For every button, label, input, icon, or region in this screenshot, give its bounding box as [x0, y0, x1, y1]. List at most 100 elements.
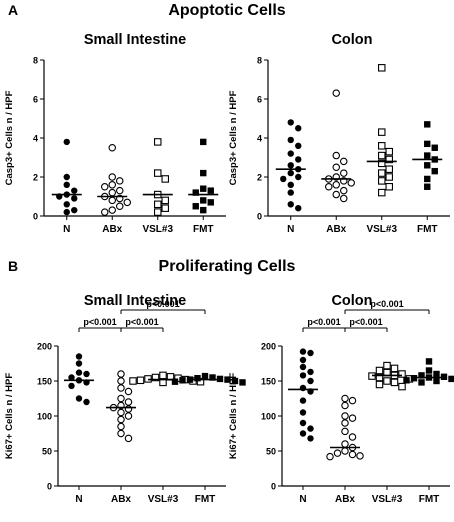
data-point-c3-s3-9	[433, 377, 440, 385]
data-point-c0-s3-7	[192, 203, 199, 210]
data-point-c2-s1-0	[117, 370, 125, 378]
data-point-c2-s0-2	[75, 369, 83, 376]
data-point-c2-s3-5	[224, 376, 231, 383]
data-point-c3-s1-11	[333, 449, 342, 457]
data-point-c3-s3-8	[403, 377, 410, 384]
data-point-c1-s0-0	[287, 119, 294, 126]
data-point-c3-s1-12	[348, 450, 357, 459]
y-tick-label-2-4: 200	[37, 342, 52, 352]
data-point-c0-s0-2	[63, 181, 70, 188]
chart-title-b1: Small Intestine	[83, 293, 187, 309]
data-point-c1-s1-12	[332, 190, 340, 199]
x-tick-label-0-0: N	[63, 224, 70, 235]
significance-label-2-2: p<0.001	[146, 299, 179, 309]
data-point-c1-s0-10	[280, 175, 287, 183]
data-point-c2-s0-1	[75, 360, 83, 367]
data-point-c1-s1-10	[324, 183, 333, 191]
data-point-c1-s2-10	[377, 177, 386, 185]
y-axis-label-1: Casp3+ Cells n / HPF	[228, 90, 239, 185]
y-axis-label-0: Casp3+ Cells n / HPF	[4, 90, 15, 185]
chart-1: 0 2 4 6 8 Casp3+ Cells n / HPF N ABx VSL#3 FMT	[228, 56, 450, 235]
data-point-c3-s0-9	[299, 397, 307, 404]
data-point-c2-s3-2	[194, 375, 201, 382]
y-tick-label-3-0: 0	[271, 482, 276, 492]
data-point-c1-s0-3	[295, 142, 302, 149]
data-point-c0-s1-5	[116, 186, 124, 195]
data-point-c3-s3-3	[418, 372, 425, 379]
x-tick-label-0-3: FMT	[193, 224, 214, 235]
data-point-c1-s1-8	[347, 179, 355, 187]
chart-2: 0 50 100 150 200 Ki67+ Cells n / HPF N ABx VSL#3…	[4, 299, 246, 505]
data-point-c0-s1-6	[108, 188, 117, 197]
y-tick-label-0-4: 8	[33, 56, 38, 66]
data-point-c1-s0-13	[287, 201, 294, 208]
y-tick-label-0-0: 0	[33, 212, 38, 222]
data-point-c1-s1-11	[339, 186, 348, 195]
data-point-c2-s3-0	[201, 372, 209, 380]
data-point-c2-s0-3	[83, 370, 90, 378]
data-point-c1-s0-1	[295, 125, 302, 132]
data-point-c3-s1-13	[356, 452, 364, 460]
data-point-c0-s0-9	[63, 208, 70, 216]
data-point-c0-s0-8	[71, 206, 78, 214]
data-point-c1-s1-2	[339, 157, 348, 166]
data-point-c2-s2-0	[159, 371, 167, 380]
panel-letter-b: B	[8, 258, 19, 274]
data-point-c0-s0-6	[71, 195, 78, 202]
data-point-c1-s2-8	[377, 169, 386, 177]
data-point-c1-s2-4	[377, 151, 386, 160]
x-tick-label-1-1: ABx	[326, 224, 346, 235]
data-point-c0-s2-2	[161, 175, 170, 183]
data-point-c3-s3-2	[433, 370, 440, 378]
data-point-c2-s0-4	[68, 374, 75, 381]
data-point-c3-s0-3	[299, 363, 307, 371]
data-point-c3-s0-13	[299, 430, 307, 437]
data-point-c2-s1-2	[117, 384, 125, 392]
y-tick-label-2-3: 150	[37, 377, 52, 387]
data-point-c1-s2-11	[385, 183, 393, 191]
data-point-c2-s1-8	[124, 405, 133, 413]
data-point-c2-s1-10	[124, 412, 133, 420]
data-point-c0-s0-0	[63, 138, 70, 146]
data-point-c3-s0-11	[299, 419, 307, 427]
data-point-c1-s1-3	[332, 163, 340, 172]
x-tick-label-3-3: FMT	[419, 494, 440, 505]
data-point-c3-s2-1	[390, 364, 399, 373]
data-point-c3-s2-10	[390, 378, 399, 387]
data-point-c2-s1-4	[117, 394, 125, 403]
data-point-c0-s1-3	[108, 181, 117, 189]
data-point-c0-s3-5	[200, 197, 207, 204]
data-point-c1-s0-2	[287, 136, 294, 144]
data-point-c1-s2-6	[377, 159, 386, 168]
y-tick-label-1-2: 4	[257, 134, 262, 144]
x-tick-label-1-0: N	[287, 224, 294, 235]
data-point-c2-s1-1	[117, 377, 125, 385]
y-tick-label-0-3: 6	[33, 95, 38, 105]
data-point-c2-s0-9	[83, 398, 90, 406]
data-point-c3-s2-11	[375, 380, 384, 389]
data-point-c0-s1-0	[108, 144, 117, 152]
data-point-c1-s3-8	[424, 183, 431, 190]
y-tick-label-2-2: 100	[37, 412, 52, 422]
data-point-c1-s2-2	[377, 142, 386, 150]
data-point-c0-s1-11	[116, 202, 124, 211]
data-point-c0-s3-4	[192, 189, 199, 196]
data-point-c1-s2-0	[377, 64, 386, 72]
data-point-c0-s3-6	[207, 199, 214, 206]
chart-title-a2: Colon	[331, 32, 373, 48]
data-point-c2-s0-8	[75, 395, 83, 402]
data-point-c3-s2-12	[398, 382, 406, 391]
data-point-c3-s2-0	[383, 361, 391, 370]
x-tick-label-2-3: FMT	[195, 494, 216, 505]
y-tick-label-1-1: 2	[257, 173, 262, 183]
data-point-c2-s2-2	[151, 373, 160, 382]
data-point-c3-s1-5	[341, 419, 349, 427]
data-point-c0-s2-5	[154, 200, 162, 209]
data-point-c0-s2-4	[161, 196, 170, 205]
data-point-c2-s3-1	[209, 374, 216, 381]
data-point-c0-s2-0	[154, 138, 162, 146]
x-tick-label-0-2: VSL#3	[142, 224, 173, 235]
y-tick-label-0-1: 2	[33, 173, 38, 183]
y-tick-label-3-1: 50	[266, 447, 276, 457]
data-point-c0-s1-12	[108, 206, 117, 214]
